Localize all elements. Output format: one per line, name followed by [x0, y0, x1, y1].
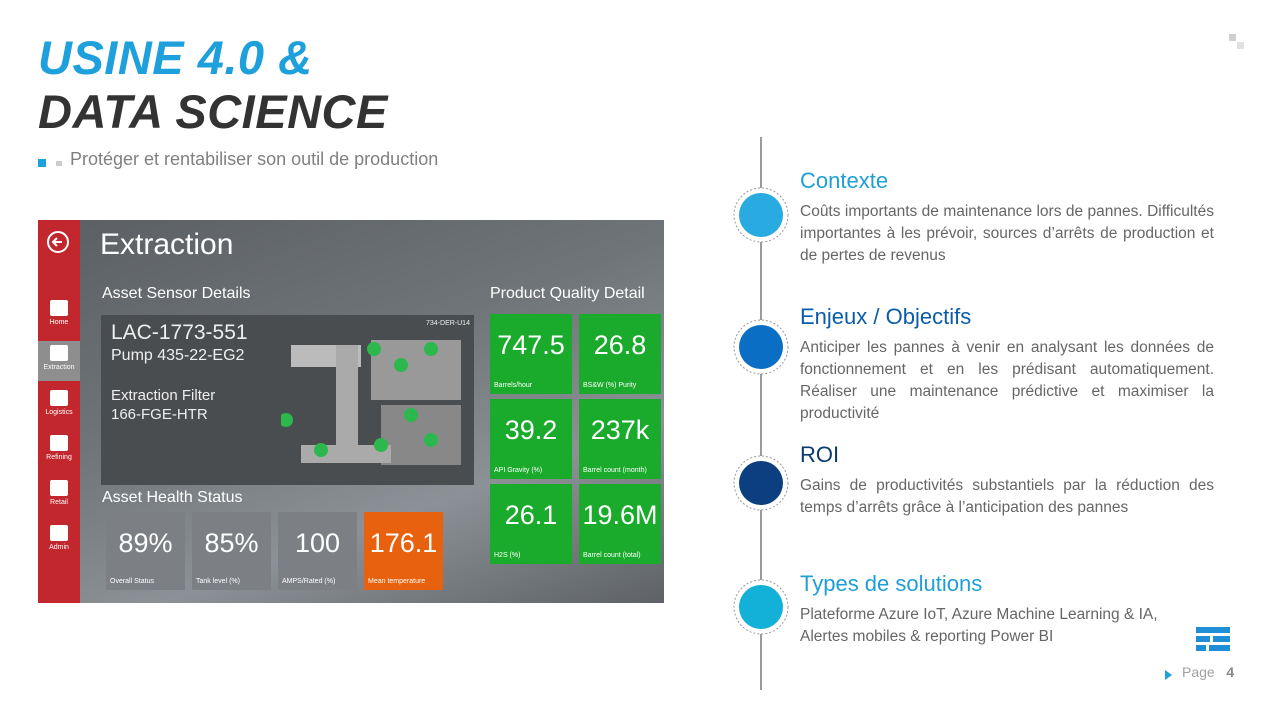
timeline-line — [760, 137, 762, 690]
nav-label: Refining — [46, 454, 72, 461]
filter-label: Extraction Filter — [111, 387, 216, 404]
nav-label: Admin — [49, 544, 69, 551]
section-heading: Asset Sensor Details — [102, 285, 251, 302]
tile-label: H2S (%) — [494, 552, 521, 559]
page-footer: Page 4 — [1182, 664, 1234, 680]
subtitle: Protéger et rentabiliser son outil de pr… — [70, 149, 439, 169]
sensor-panel: LAC-1773-551 Pump 435-22-EG2 Extraction … — [101, 315, 474, 485]
tile-label: Barrels/hour — [494, 382, 533, 389]
quality-tile: 237k Barrel count (month) — [579, 399, 661, 479]
timeline-node — [733, 455, 789, 511]
tile-value: 85% — [204, 528, 259, 558]
nav-item: Retail — [38, 476, 80, 516]
pump-id: Pump 435-22-EG2 — [111, 347, 245, 364]
tile-value: 39.2 — [504, 415, 558, 445]
nav-label: Extraction — [43, 364, 75, 371]
tile-value: 237k — [590, 415, 650, 445]
nav-item: Home — [38, 296, 80, 336]
timeline-text: Gains de productivités substantiels par … — [800, 477, 1214, 516]
section-heading: Product Quality Detail — [490, 285, 645, 302]
nav-item: Logistics — [38, 386, 80, 426]
timeline-text: Coûts importants de maintenance lors de … — [800, 203, 1214, 264]
pump-diagram — [281, 340, 461, 465]
corner-mark — [1229, 34, 1244, 49]
dashboard-screenshot: Home Extraction Logistics Refining Retail Adm… — [38, 220, 664, 603]
sidebar: Home Extraction Logistics Refining Retail Adm… — [38, 220, 80, 603]
title-line: DATA SCIENCE — [38, 85, 388, 138]
filter-id: 166-FGE-HTR — [111, 406, 208, 423]
page-arrow — [1165, 670, 1172, 680]
section-heading: Asset Health Status — [102, 489, 243, 506]
page-number: 4 — [1226, 664, 1235, 680]
nav-label: Retail — [50, 499, 68, 506]
timeline-node — [733, 579, 789, 635]
quality-tile: 19.6M Barrel count (total) — [579, 484, 661, 564]
nav-item: Refining — [38, 431, 80, 471]
asset-id: LAC-1773-551 — [111, 321, 248, 344]
diagram-tag: 734-DER-U14 — [426, 320, 470, 327]
quality-tile: 39.2 API Gravity (%) — [490, 399, 572, 479]
timeline-heading: Enjeux / Objectifs — [800, 304, 972, 329]
quality-tile: 26.8 BS&W (%) Purity — [579, 314, 661, 394]
nav-item: Extraction — [38, 341, 80, 381]
tile-value: 100 — [294, 528, 341, 558]
timeline-heading: Types de solutions — [800, 571, 983, 596]
timeline-node — [733, 319, 789, 375]
nav-icon — [50, 390, 68, 406]
logo — [1196, 627, 1230, 651]
dashboard-title: Extraction — [100, 228, 234, 261]
nav-icon — [50, 435, 68, 451]
tile-value: 26.8 — [593, 330, 647, 360]
nav-item: Admin — [38, 521, 80, 561]
back-button — [47, 231, 69, 253]
timeline-text: Plateforme Azure IoT, Azure Machine Lear… — [800, 606, 1158, 645]
tile-value: 747.5 — [497, 330, 565, 360]
nav-label: Home — [49, 319, 69, 326]
health-tile: 176.1 Mean temperature — [364, 512, 443, 590]
timeline-heading: ROI — [800, 442, 840, 467]
tile-label: API Gravity (%) — [494, 467, 543, 474]
tile-label: Mean temperature — [368, 578, 426, 585]
tile-label: BS&W (%) Purity — [583, 382, 637, 389]
tile-label: Barrel count (total) — [583, 552, 641, 559]
tile-label: Barrel count (month) — [583, 467, 647, 474]
tile-label: AMPS/Rated (%) — [282, 578, 336, 585]
tile-value: 89% — [118, 528, 173, 558]
timeline-text: Anticiper les pannes à venir en analysan… — [800, 339, 1214, 422]
nav-icon — [50, 525, 68, 541]
page-label: Page — [1182, 664, 1215, 680]
health-tile: 85% Tank level (%) — [192, 512, 271, 590]
nav-icon — [50, 480, 68, 496]
health-tile: 100 AMPS/Rated (%) — [278, 512, 357, 590]
nav-icon — [50, 345, 68, 361]
quality-tile: 747.5 Barrels/hour — [490, 314, 572, 394]
nav-icon — [50, 300, 68, 316]
tile-value: 176.1 — [369, 528, 438, 558]
tile-label: Overall Status — [110, 578, 154, 585]
bullet — [38, 159, 62, 167]
tile-value: 19.6M — [582, 500, 658, 530]
timeline-node — [733, 187, 789, 243]
health-tile: 89% Overall Status — [106, 512, 185, 590]
tile-label: Tank level (%) — [196, 578, 240, 585]
tile-value: 26.1 — [504, 500, 558, 530]
nav-label: Logistics — [45, 409, 73, 416]
timeline-heading: Contexte — [800, 168, 889, 193]
quality-tile: 26.1 H2S (%) — [490, 484, 572, 564]
title-line: USINE 4.0 & — [38, 31, 313, 84]
